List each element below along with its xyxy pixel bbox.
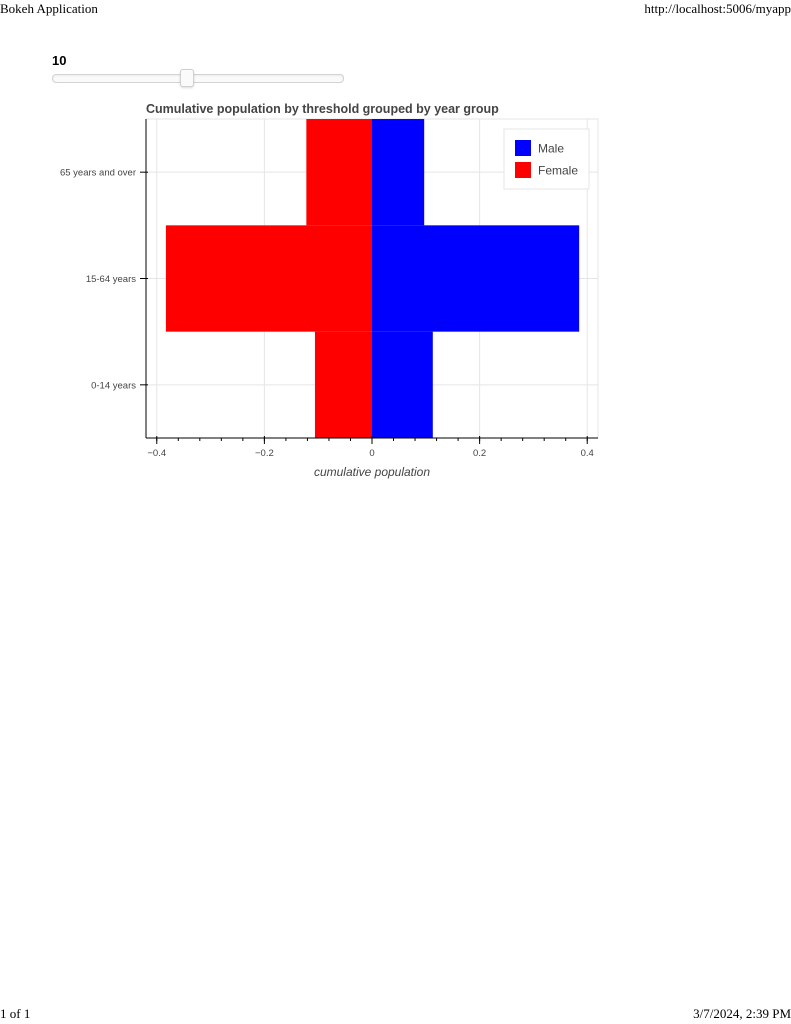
x-tick-label: 0.4 xyxy=(581,448,594,459)
bars xyxy=(165,119,580,438)
y-tick-label: 0-14 years xyxy=(91,380,136,391)
slider-track[interactable] xyxy=(52,74,344,83)
x-tick-label: 0.2 xyxy=(473,448,486,459)
legend-box xyxy=(503,128,590,190)
print-datetime: 3/7/2024, 2:39 PM xyxy=(693,1006,791,1021)
slider-handle[interactable] xyxy=(180,69,194,87)
legend-label-female: Female xyxy=(538,164,578,178)
print-url: http://localhost:5006/myapp xyxy=(644,1,791,16)
legend-swatch-female xyxy=(515,162,531,178)
bar-male-2 xyxy=(372,119,425,226)
bar-female-2 xyxy=(306,119,372,226)
bar-male-0 xyxy=(372,331,433,438)
x-axis-label: cumulative population xyxy=(314,465,430,479)
bar-female-0 xyxy=(314,331,372,438)
slider-value: 10 xyxy=(52,53,67,68)
axes: −0.4 −0.2 0 0.2 0.4 0-14 years 15-64 years 65 y… xyxy=(60,119,598,459)
x-tick-label: 0 xyxy=(369,448,374,459)
legend: Male Female xyxy=(503,128,590,190)
bar-female-1 xyxy=(165,225,372,332)
threshold-slider: 10 xyxy=(52,52,344,88)
print-page-title: Bokeh Application xyxy=(0,1,98,16)
print-header: Bokeh Application http://localhost:5006/… xyxy=(0,0,791,18)
print-footer: 1 of 1 3/7/2024, 2:39 PM xyxy=(0,1006,791,1024)
y-tick-label: 65 years and over xyxy=(60,168,136,179)
x-tick-label: −0.4 xyxy=(147,448,166,459)
print-page-count: 1 of 1 xyxy=(0,1006,31,1021)
legend-swatch-male xyxy=(515,140,531,156)
y-tick-label: 15-64 years xyxy=(86,274,136,285)
x-tick-label: −0.2 xyxy=(255,448,274,459)
chart-title: Cumulative population by threshold group… xyxy=(146,102,499,116)
bar-male-1 xyxy=(372,225,580,332)
legend-label-male: Male xyxy=(538,142,564,156)
population-chart: Cumulative population by threshold group… xyxy=(60,102,599,479)
